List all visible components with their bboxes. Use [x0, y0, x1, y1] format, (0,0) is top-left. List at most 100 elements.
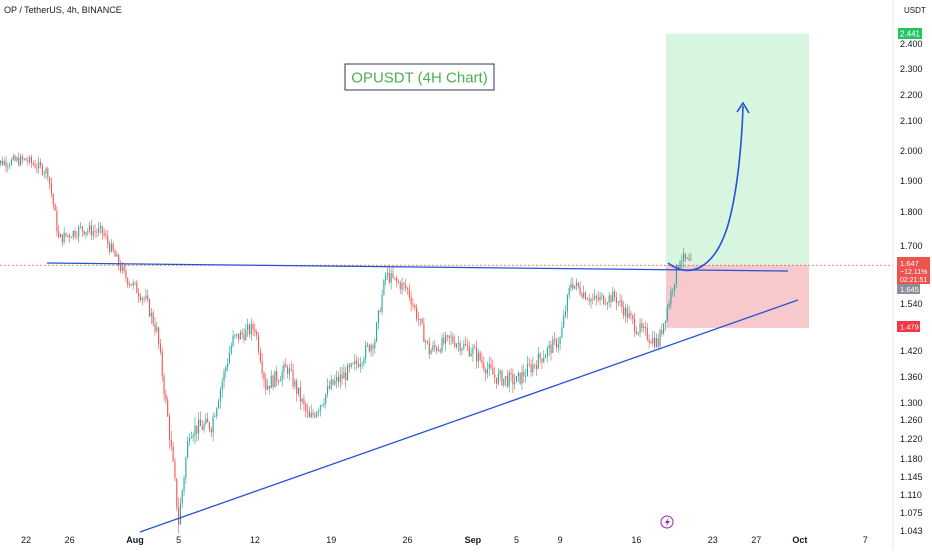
- candle: [201, 420, 203, 431]
- candle: [572, 277, 574, 291]
- candle: [38, 156, 40, 174]
- candle: [50, 177, 52, 198]
- candle: [526, 355, 528, 377]
- candle: [348, 362, 350, 373]
- candle: [303, 394, 305, 412]
- candle: [423, 317, 425, 343]
- time-tick-label: 19: [326, 535, 336, 545]
- candle: [559, 335, 561, 351]
- candle: [16, 155, 18, 163]
- candle: [679, 260, 681, 270]
- stop-zone[interactable]: [666, 265, 809, 328]
- candle: [366, 342, 369, 348]
- candle: [18, 152, 20, 167]
- candle: [552, 335, 554, 354]
- candle: [9, 162, 11, 169]
- candle: [426, 340, 429, 345]
- candle: [41, 163, 43, 177]
- candle: [521, 365, 523, 390]
- candle: [270, 370, 272, 389]
- candle: [134, 281, 136, 286]
- candle: [495, 377, 498, 389]
- candle: [586, 297, 588, 301]
- price-tick-label: 1.110: [900, 490, 922, 500]
- candle: [103, 228, 105, 238]
- candle: [468, 341, 470, 358]
- candle: [218, 398, 220, 410]
- candle: [466, 338, 468, 352]
- candle: [43, 170, 45, 179]
- candle: [626, 304, 628, 323]
- candle: [663, 323, 665, 336]
- candle: [294, 378, 296, 390]
- resistance-trendline[interactable]: [46, 262, 789, 272]
- candle: [417, 311, 419, 326]
- candle: [445, 331, 447, 352]
- candle: [457, 335, 459, 352]
- price-axis[interactable]: 2.400 2.300 2.200 2.100 2.000 1.900 1.800 1.700…: [900, 39, 923, 536]
- candle: [621, 295, 623, 314]
- candle: [545, 353, 547, 359]
- candle: [127, 276, 129, 289]
- candle: [655, 333, 657, 349]
- candle: [416, 303, 418, 323]
- candle: [439, 347, 441, 355]
- target-zone[interactable]: [666, 33, 809, 266]
- candle: [212, 412, 214, 442]
- candle: [259, 347, 261, 364]
- price-tick-label: 1.043: [900, 526, 923, 536]
- stop-price-label: 1.479: [897, 321, 920, 332]
- candle: [107, 230, 109, 249]
- candle: [223, 368, 225, 389]
- candle: [654, 331, 656, 350]
- candle: [370, 343, 372, 357]
- candle: [183, 475, 185, 496]
- candle: [575, 278, 577, 291]
- candle: [232, 329, 234, 348]
- candle: [70, 236, 72, 239]
- candle: [194, 416, 196, 445]
- price-tick-label: 1.700: [900, 241, 923, 251]
- time-tick-label: 27: [751, 535, 761, 545]
- candle: [65, 232, 67, 238]
- candle: [150, 308, 152, 324]
- candle: [595, 294, 597, 306]
- candle: [554, 332, 556, 346]
- candle: [437, 344, 439, 352]
- candle: [79, 222, 82, 229]
- candle: [485, 367, 487, 381]
- candle: [619, 293, 621, 307]
- price-tick-label: 1.180: [900, 454, 923, 464]
- svg-text:1.647: 1.647: [900, 259, 919, 268]
- candle: [12, 153, 14, 161]
- candle: [617, 301, 619, 307]
- candle: [139, 292, 141, 303]
- candle: [54, 202, 56, 211]
- candle: [154, 316, 156, 336]
- candle: [561, 321, 563, 339]
- candle: [105, 229, 107, 240]
- lightning-icon[interactable]: [660, 515, 674, 529]
- candle: [383, 278, 385, 296]
- candle: [192, 432, 194, 442]
- price-tick-label: 1.220: [900, 434, 923, 444]
- candle: [323, 398, 325, 408]
- candle: [499, 369, 501, 382]
- title-box[interactable]: [344, 63, 495, 91]
- candle: [492, 359, 494, 375]
- candle: [405, 278, 407, 292]
- svg-text:1.479: 1.479: [900, 323, 919, 332]
- candle: [181, 488, 183, 509]
- time-tick-label: 9: [558, 535, 563, 545]
- price-tick-label: 1.360: [900, 372, 923, 382]
- candle: [238, 333, 240, 343]
- candle: [546, 346, 548, 363]
- candle: [49, 176, 51, 190]
- time-axis[interactable]: 22 26 Aug 5 12 19 26 Sep 5 9 16 23 27 Oct 7: [21, 535, 868, 545]
- projection-curve[interactable]: [667, 105, 744, 272]
- candle: [319, 404, 321, 417]
- support-trendline[interactable]: [139, 299, 799, 533]
- candle: [290, 361, 292, 372]
